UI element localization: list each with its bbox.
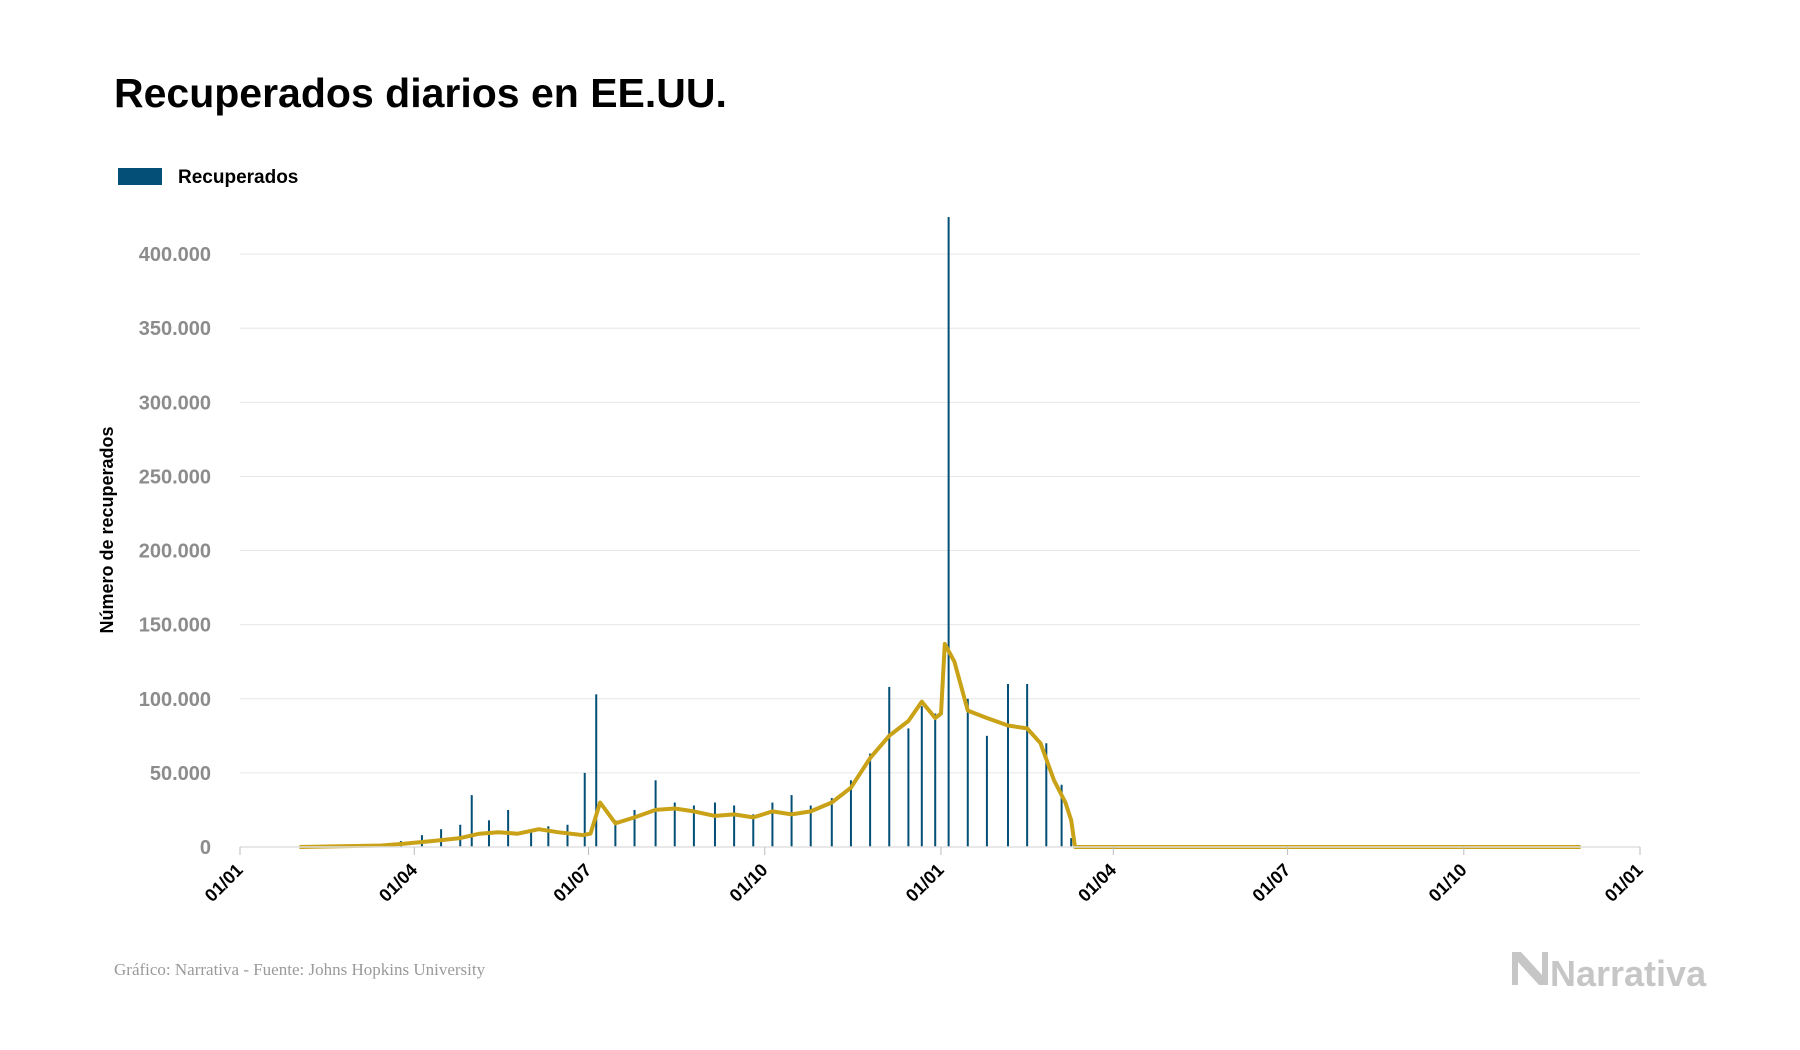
- bar: [1060, 784, 1063, 847]
- brand-name: Narrativa: [1550, 953, 1707, 994]
- bar: [614, 820, 617, 847]
- narrativa-logo-icon: [1512, 952, 1548, 985]
- bar: [654, 780, 657, 847]
- bar: [459, 824, 462, 847]
- bars: [380, 217, 1073, 848]
- legend: Recuperados: [118, 167, 298, 188]
- bar: [507, 809, 510, 847]
- brand-logo: Narrativa: [1512, 952, 1707, 994]
- bar: [1026, 683, 1029, 847]
- bar: [830, 798, 833, 847]
- x-tick-label: 01/01: [902, 860, 948, 906]
- y-tick-label: 100.000: [139, 689, 211, 711]
- gridlines: [240, 253, 1640, 774]
- bar: [849, 780, 852, 847]
- x-tick-label: 01/07: [549, 860, 595, 906]
- y-axis-label: Número de recuperados: [97, 426, 117, 633]
- bar: [1070, 838, 1073, 847]
- chart-title: Recuperados diarios en EE.UU.: [114, 70, 727, 116]
- bar: [809, 805, 812, 847]
- x-tick-label: 01/01: [1601, 860, 1647, 906]
- y-tick-label: 400.000: [139, 244, 211, 266]
- moving-average-line: [299, 641, 1581, 849]
- x-tick-label: 01/07: [1248, 860, 1294, 906]
- bar: [583, 772, 586, 847]
- x-axis-ticks: 01/01 01/04 01/07 01/10 01/01 01/04 01/07 01/10…: [201, 847, 1647, 906]
- bar: [790, 795, 793, 847]
- bar: [1006, 683, 1009, 847]
- bar: [733, 805, 736, 847]
- bar: [888, 686, 891, 847]
- y-tick-label: 150.000: [139, 615, 211, 637]
- y-tick-label: 50.000: [150, 763, 211, 785]
- bar: [907, 728, 910, 847]
- bar: [771, 802, 774, 847]
- bar: [470, 795, 473, 847]
- bar: [595, 694, 598, 847]
- y-tick-label: 250.000: [139, 466, 211, 488]
- y-tick-label: 0: [200, 837, 211, 859]
- legend-label-recuperados: Recuperados: [178, 167, 298, 188]
- x-tick-label: 01/10: [726, 860, 772, 906]
- legend-swatch-recuperados: [118, 168, 162, 185]
- x-tick-label: 01/04: [375, 860, 421, 906]
- bar: [752, 814, 755, 847]
- y-tick-label: 350.000: [139, 318, 211, 340]
- bar: [547, 826, 550, 847]
- bar: [1045, 743, 1048, 847]
- bar: [869, 753, 872, 847]
- y-axis-ticks: 0 50.000 100.000 150.000 200.000 250.000 300.0…: [139, 244, 211, 859]
- bar: [673, 802, 676, 847]
- bar: [966, 698, 969, 847]
- bar: [633, 809, 636, 847]
- x-tick-label: 01/10: [1425, 860, 1471, 906]
- bar: [566, 824, 569, 847]
- x-tick-label: 01/01: [201, 860, 247, 906]
- bar: [692, 805, 695, 847]
- source-note: Gráfico: Narrativa - Fuente: Johns Hopki…: [114, 960, 486, 979]
- bar: [920, 706, 923, 847]
- x-tick-label: 01/04: [1074, 860, 1120, 906]
- bar: [530, 829, 533, 847]
- moving-average: [299, 641, 1581, 849]
- bar: [985, 735, 988, 847]
- bar: [934, 713, 937, 847]
- bar: [947, 217, 950, 848]
- bar: [713, 802, 716, 847]
- y-tick-label: 300.000: [139, 392, 211, 414]
- y-tick-label: 200.000: [139, 541, 211, 563]
